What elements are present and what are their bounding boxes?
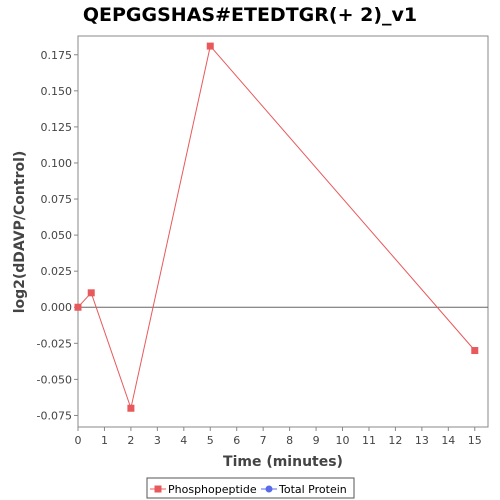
- legend-label: Total Protein: [278, 483, 347, 496]
- y-tick-label: -0.025: [37, 337, 72, 350]
- x-tick-label: 2: [127, 434, 134, 447]
- y-tick-label: 0.150: [41, 85, 73, 98]
- x-tick-label: 0: [75, 434, 82, 447]
- x-tick-label: 14: [441, 434, 455, 447]
- legend: Phosphopeptide Total Protein: [146, 477, 355, 499]
- y-tick-label: 0.025: [41, 265, 73, 278]
- y-tick-label: 0.175: [41, 49, 73, 62]
- series-layer: [74, 42, 488, 412]
- x-tick-label: 1: [101, 434, 108, 447]
- legend-swatch-marker: [154, 485, 162, 493]
- x-tick-label: 11: [362, 434, 376, 447]
- data-point: [87, 289, 95, 297]
- chart-title: QEPGGSHAS#ETEDTGR(+ 2)_v1: [83, 4, 417, 26]
- legend-label: Phosphopeptide: [168, 483, 257, 496]
- y-axis: -0.075 -0.050 -0.025 0.000 0.025 0.050 0.075 0.…: [37, 49, 78, 422]
- x-tick-label: 7: [260, 434, 267, 447]
- y-tick-label: 0.125: [41, 121, 73, 134]
- y-tick-label: -0.050: [37, 373, 72, 386]
- x-tick-label: 10: [336, 434, 350, 447]
- x-tick-label: 5: [207, 434, 214, 447]
- data-point: [127, 404, 135, 412]
- x-axis: 0 1 2 3 4 5 6 7 8 9 10 11 12 13 14 15: [75, 427, 482, 447]
- y-tick-label: 0.075: [41, 193, 73, 206]
- legend-box: [146, 477, 355, 499]
- y-tick-label: -0.075: [37, 409, 72, 422]
- data-point: [74, 303, 82, 311]
- x-tick-label: 3: [154, 434, 161, 447]
- plot-area: [77, 35, 489, 428]
- x-tick-label: 13: [415, 434, 429, 447]
- x-tick-label: 9: [313, 434, 320, 447]
- y-axis-label: log2(dDAVP/Control): [12, 151, 28, 314]
- data-point: [206, 42, 214, 50]
- y-tick-label: 0.100: [41, 157, 73, 170]
- y-tick-label: 0.000: [41, 301, 73, 314]
- x-tick-label: 12: [388, 434, 402, 447]
- legend-swatch-marker: [265, 485, 273, 493]
- x-tick-label: 8: [286, 434, 293, 447]
- x-tick-label: 6: [233, 434, 240, 447]
- x-tick-label: 15: [468, 434, 482, 447]
- y-tick-label: 0.050: [41, 229, 73, 242]
- data-point: [471, 347, 479, 355]
- x-tick-label: 4: [180, 434, 187, 447]
- x-axis-label: Time (minutes): [223, 454, 343, 470]
